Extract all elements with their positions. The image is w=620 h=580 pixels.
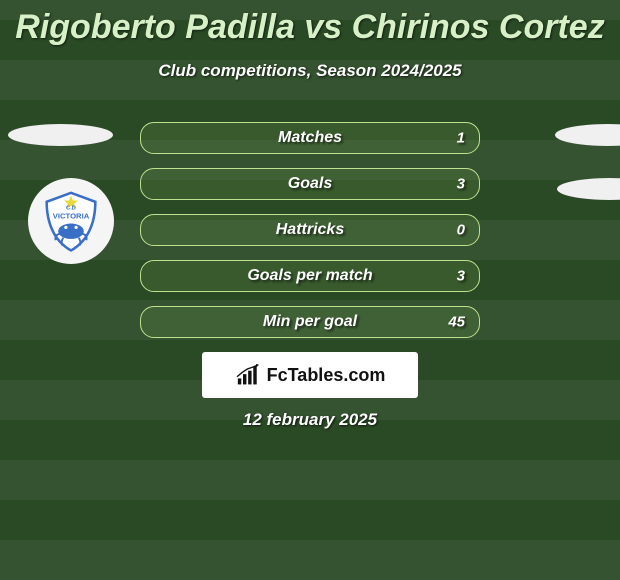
brand-badge: FcTables.com <box>202 352 418 398</box>
decor-ellipse-top-right <box>555 124 620 146</box>
stat-value: 3 <box>457 176 465 193</box>
decor-ellipse-bottom-right <box>557 178 620 200</box>
stats-table: Matches 1 Goals 3 Hattricks 0 Goals per … <box>140 122 480 352</box>
brand-text: FcTables.com <box>267 365 386 386</box>
subtitle: Club competitions, Season 2024/2025 <box>0 61 620 81</box>
stat-label: Goals per match <box>247 267 372 285</box>
stat-value: 0 <box>457 222 465 239</box>
stat-value: 45 <box>448 314 465 331</box>
stat-label: Matches <box>278 129 342 147</box>
team-crest: C.D VICTORIA <box>28 178 114 264</box>
svg-text:VICTORIA: VICTORIA <box>53 211 90 220</box>
date-text: 12 february 2025 <box>0 410 620 430</box>
stat-row: Goals 3 <box>140 168 480 200</box>
stat-label: Hattricks <box>276 221 344 239</box>
brand-chart-icon <box>235 363 263 387</box>
stat-label: Min per goal <box>263 313 357 331</box>
stat-label: Goals <box>288 175 332 193</box>
stat-row: Goals per match 3 <box>140 260 480 292</box>
stat-row: Min per goal 45 <box>140 306 480 338</box>
stat-value: 1 <box>457 130 465 147</box>
stat-value: 3 <box>457 268 465 285</box>
svg-text:C.D: C.D <box>66 205 76 211</box>
decor-ellipse-top-left <box>8 124 113 146</box>
page-title: Rigoberto Padilla vs Chirinos Cortez <box>0 0 620 47</box>
stat-row: Matches 1 <box>140 122 480 154</box>
stat-row: Hattricks 0 <box>140 214 480 246</box>
crest-icon: C.D VICTORIA <box>39 189 103 253</box>
